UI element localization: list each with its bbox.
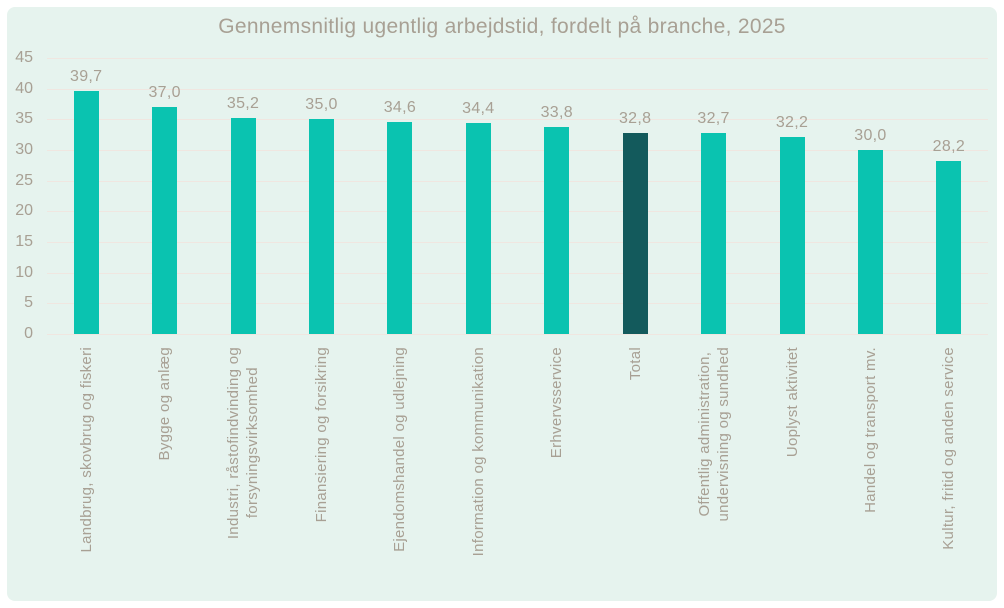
x-category-label: Uoplyst aktivitet: [783, 347, 801, 458]
gridline: [47, 180, 988, 182]
x-category-label: Landbrug, skovbrug og fiskeri: [77, 347, 95, 553]
bar[interactable]: [387, 121, 413, 334]
bar-value-label: 30,0: [854, 127, 887, 144]
gridline: [47, 272, 988, 274]
bar-value-label: 28,2: [932, 138, 966, 156]
x-category-cell: Information og kommunikation: [439, 347, 517, 599]
gridline: [47, 334, 988, 335]
gridline: [47, 88, 988, 90]
plot-area: 39,7 37,0 35,2 35,0 34,6 34,4 33,8 32,8 32,7 32,2…: [47, 58, 988, 335]
bar[interactable]: [465, 123, 491, 334]
y-axis-tick-label: 15: [15, 233, 33, 250]
bar[interactable]: [779, 136, 805, 334]
x-category-cell: Erhvervsservice: [518, 347, 596, 599]
bar-column: 32,8: [596, 58, 674, 334]
bar[interactable]: [308, 119, 334, 334]
y-axis-tick-label: 20: [15, 202, 33, 220]
bar[interactable]: [857, 150, 883, 334]
x-category-label: Erhvervsservice: [548, 347, 566, 459]
bar-column: 34,6: [361, 58, 439, 334]
x-category-label: Handel og transport mv.: [861, 347, 879, 513]
y-axis-tick-label: 0: [24, 325, 33, 342]
gridline: [47, 58, 988, 59]
bar-value-label: 34,4: [462, 100, 495, 118]
x-category-cell: Landbrug, skovbrug og fiskeri: [47, 347, 125, 599]
x-category-cell: Handel og transport mv.: [831, 347, 909, 599]
bar-value-label: 33,8: [540, 103, 573, 121]
bar-value-label: 32,8: [618, 109, 652, 127]
bar-value-label: 32,7: [697, 110, 730, 128]
bar[interactable]: [701, 133, 727, 334]
x-category-cell: Uoplyst aktivitet: [753, 347, 831, 599]
x-category-label: Industri, råstofindvinding og forsynings…: [225, 347, 262, 540]
x-category-cell: Finansiering og forsikring: [282, 347, 360, 599]
bar[interactable]: [152, 107, 178, 334]
y-axis-tick-label: 5: [24, 294, 33, 312]
y-axis-tick-label: 30: [15, 141, 33, 158]
bar-column: 30,0: [831, 58, 909, 334]
bar-value-label: 34,6: [383, 98, 417, 116]
bar-column: 34,4: [439, 58, 517, 334]
x-category-label: Total: [626, 347, 644, 381]
bar[interactable]: [936, 161, 962, 334]
x-category-label: Offentlig administration, undervisning o…: [695, 347, 732, 522]
bars-row: 39,7 37,0 35,2 35,0 34,6 34,4 33,8 32,8 32,7 32,2…: [47, 58, 988, 334]
bar[interactable]: [230, 118, 256, 334]
x-category-cell: Bygge og anlæg: [125, 347, 203, 599]
gridline: [47, 119, 988, 121]
bar-column: 28,2: [910, 58, 988, 334]
bar-column: 33,8: [518, 58, 596, 334]
y-axis-tick-label: 45: [15, 49, 33, 66]
bar-value-label: 35,2: [226, 95, 260, 113]
bar[interactable]: [73, 90, 99, 334]
bar-column: 32,7: [674, 58, 752, 334]
bar[interactable]: [544, 126, 570, 334]
y-axis-tick-label: 10: [15, 263, 33, 281]
x-category-label: Bygge og anlæg: [156, 347, 174, 461]
x-category-label: Ejendomshandel og udlejning: [391, 347, 409, 552]
bar-column: 35,0: [282, 58, 360, 334]
x-category-cell: Offentlig administration, undervisning o…: [674, 347, 752, 599]
bar-column: 35,2: [204, 58, 282, 334]
bar-column: 32,2: [753, 58, 831, 334]
bar-value-label: 37,0: [148, 84, 181, 102]
y-axis-tick-label: 25: [15, 171, 33, 189]
x-category-cell: Total: [596, 347, 674, 599]
x-category-cell: Ejendomshandel og udlejning: [361, 347, 439, 599]
x-category-label: Finansiering og forsikring: [312, 347, 330, 523]
bar-column: 37,0: [125, 58, 203, 334]
x-category-cell: Industri, råstofindvinding og forsynings…: [204, 347, 282, 599]
gridline: [47, 303, 988, 305]
bar-value-label: 35,0: [305, 96, 338, 114]
y-axis-tick-label: 35: [15, 110, 33, 128]
y-axis-tick-label: 40: [15, 79, 33, 97]
bar-value-label: 32,2: [775, 113, 809, 131]
x-category-label: Information og kommunikation: [469, 347, 487, 557]
bar-value-label: 39,7: [70, 67, 103, 85]
gridline: [47, 242, 988, 243]
chart-title: Gennemsnitlig ugentlig arbejdstid, forde…: [218, 15, 786, 38]
x-axis-labels: Landbrug, skovbrug og fiskeri Bygge og an…: [47, 347, 988, 599]
bar-column: 39,7: [47, 58, 125, 334]
x-category-label: Kultur, fritid og anden service: [940, 347, 958, 550]
bar-highlight[interactable]: [622, 132, 648, 334]
gridline: [47, 150, 988, 151]
y-axis: 0 5 10 15 20 25 30 35 40 45: [7, 49, 33, 342]
x-category-cell: Kultur, fritid og anden service: [910, 347, 988, 599]
gridline: [47, 211, 988, 213]
chart-panel: Gennemsnitlig ugentlig arbejdstid, forde…: [7, 7, 997, 601]
